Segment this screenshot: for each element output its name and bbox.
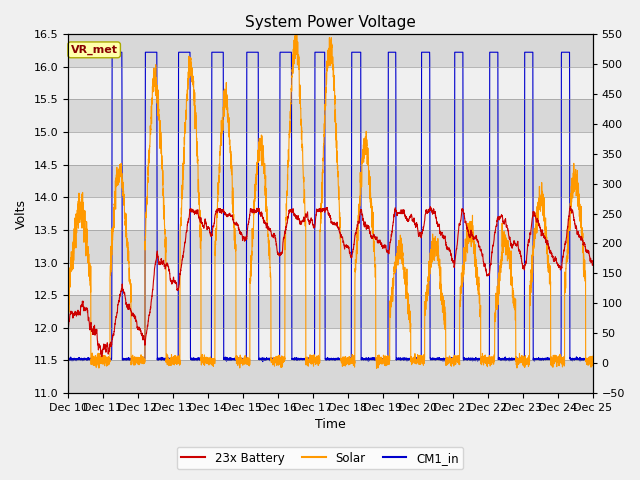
CM1_in	[419, 49, 427, 55]
23x Battery	[159, 262, 166, 267]
Bar	[68, 197, 593, 230]
Legend: 23x Battery, Solar, CM1_in: 23x Battery, Solar, CM1_in	[177, 447, 463, 469]
Bar	[68, 295, 593, 328]
Bar	[68, 165, 593, 197]
Y-axis label: Volts: Volts	[15, 199, 28, 228]
Solar	[64, 276, 72, 281]
23x Battery	[477, 249, 485, 255]
CM1_in	[588, 356, 596, 361]
23x Battery	[448, 256, 456, 262]
Text: VR_met: VR_met	[70, 45, 118, 55]
CM1_in	[159, 355, 166, 361]
Bar	[68, 263, 593, 295]
Solar	[159, 160, 166, 166]
X-axis label: Time: Time	[315, 419, 346, 432]
Solar	[419, 359, 427, 365]
Solar	[448, 356, 456, 361]
Title: System Power Voltage: System Power Voltage	[245, 15, 416, 30]
Solar	[372, 365, 380, 371]
23x Battery	[588, 258, 596, 264]
Bar	[68, 99, 593, 132]
Solar	[311, 355, 319, 360]
Bar	[68, 360, 593, 393]
Line: 23x Battery: 23x Battery	[68, 206, 593, 357]
Solar	[588, 357, 596, 363]
CM1_in	[589, 355, 596, 360]
Solar	[292, 31, 300, 37]
23x Battery	[566, 204, 574, 209]
23x Battery	[589, 261, 596, 267]
Line: Solar: Solar	[68, 34, 593, 368]
Bar	[68, 230, 593, 263]
23x Battery	[98, 354, 106, 360]
CM1_in	[477, 356, 485, 362]
23x Battery	[64, 330, 72, 336]
CM1_in	[448, 355, 456, 360]
Bar	[68, 132, 593, 165]
CM1_in	[311, 229, 319, 235]
23x Battery	[419, 228, 426, 233]
CM1_in	[108, 49, 116, 55]
CM1_in	[259, 359, 267, 364]
Bar	[68, 328, 593, 360]
23x Battery	[311, 225, 319, 230]
Bar	[68, 34, 593, 67]
Solar	[589, 357, 596, 362]
Line: CM1_in: CM1_in	[68, 52, 593, 361]
Bar	[68, 67, 593, 99]
CM1_in	[64, 357, 72, 362]
Solar	[477, 362, 485, 368]
